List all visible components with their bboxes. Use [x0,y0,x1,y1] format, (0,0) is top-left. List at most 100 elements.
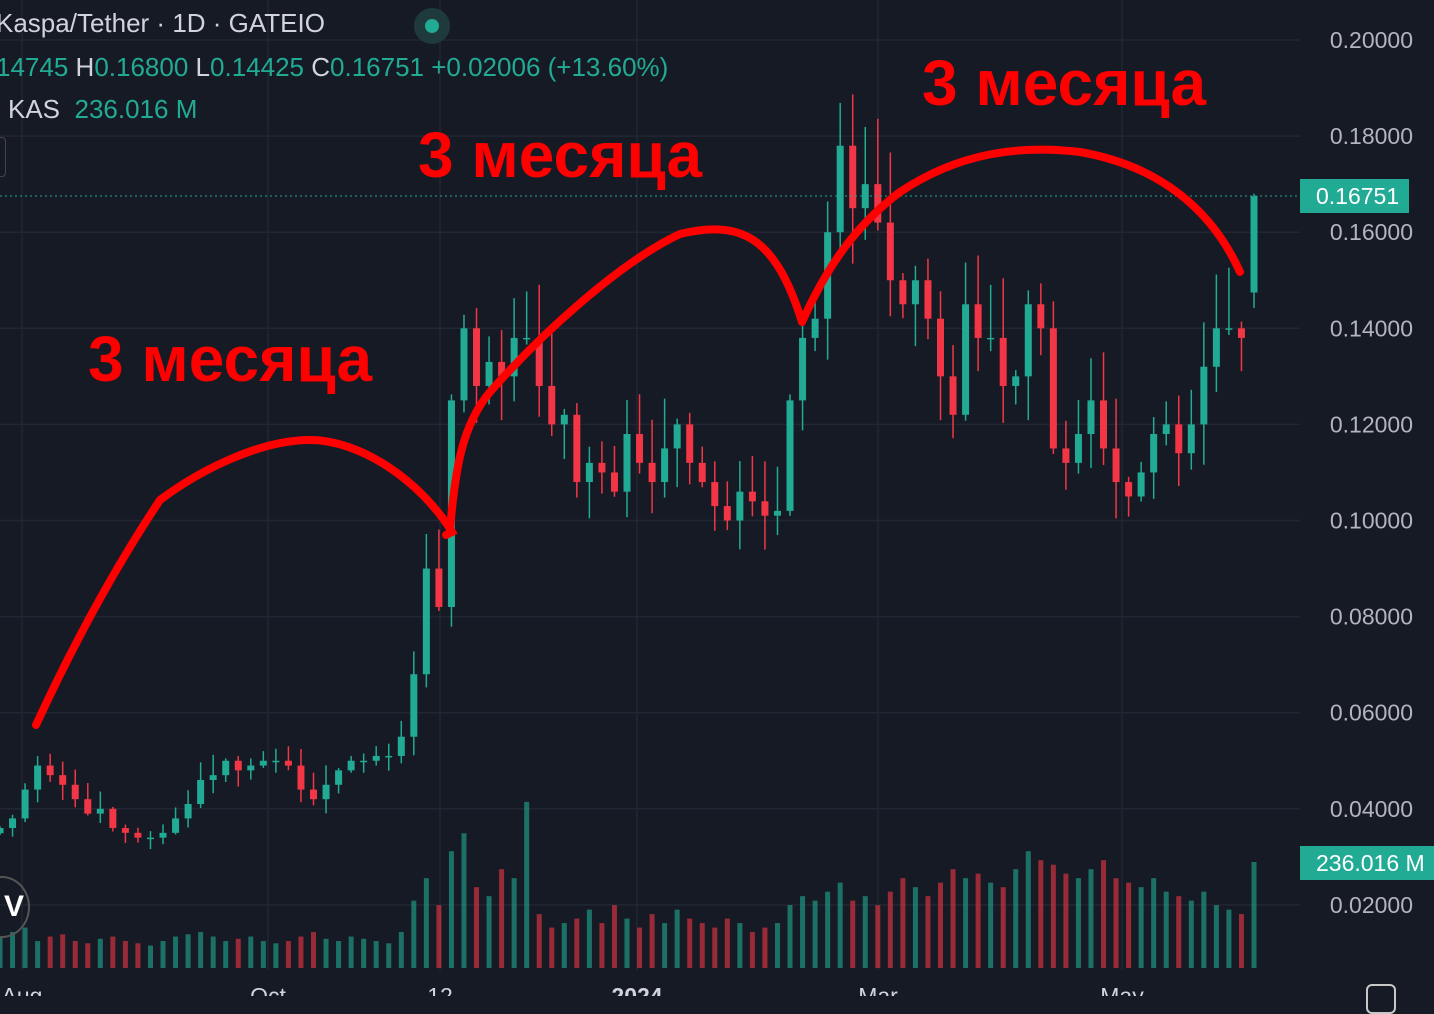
price-tick-label: 0.08000 [1330,604,1413,630]
volume-bar [110,936,116,968]
volume-bar [524,801,530,968]
candles [0,94,1258,850]
candle-body [1087,400,1095,435]
candle-body [1175,424,1183,454]
annotation-curve-2 [446,225,806,534]
candle-body [172,818,180,833]
candle-body [648,462,656,483]
candle-body [761,501,769,516]
volume-bar [1163,891,1169,968]
candle-body [272,760,280,763]
candle-body [836,145,844,233]
volume-bar [687,918,693,968]
volume-bar [724,918,730,968]
volume-bar [1226,909,1232,968]
volume-bar [938,882,943,968]
candle-body [0,828,4,834]
candle-body [698,462,706,483]
candle-body [962,304,970,415]
candle-body [397,736,405,756]
candle-body [661,448,669,483]
candle-body [247,765,255,771]
annotation-label-1: 3 месяца [88,323,373,395]
candle-body [1125,482,1133,497]
candle-body [886,222,894,281]
candle-body [473,328,481,386]
candle-body [510,337,518,377]
volume-bar [72,941,78,968]
volume-bar [198,932,204,968]
candle-body [360,760,368,763]
volume-bar [1138,887,1144,968]
volume-bar [260,941,266,968]
volume-bar [862,896,868,968]
volume-bar [611,905,617,968]
volume-bar [122,941,128,968]
chart-title: Kaspa/Tether · 1D · GATEIO [0,8,325,38]
volume-bar [47,936,53,968]
volume-bar [586,909,592,968]
volume-bar [135,943,141,968]
candle-body [999,337,1007,386]
price-tick-label: 0.02000 [1330,892,1413,918]
candle-body [284,760,292,766]
candle-body [686,424,694,463]
volume-bar [825,891,831,968]
legend-toggle-button[interactable] [0,137,6,177]
candle-body [322,784,330,800]
volume-bar [1151,878,1157,968]
market-status-icon[interactable] [414,8,450,44]
volume-bar [448,851,454,968]
volume-bar [1000,887,1006,968]
candle-body [222,760,230,776]
volume-bar [1126,882,1132,968]
volume-bar [311,932,316,968]
candle-body [748,491,756,502]
time-tick-label: Aug [2,983,43,996]
volume-bar [975,873,981,968]
candle-body [1037,304,1045,329]
volume-bar [511,878,517,968]
candle-body [46,765,54,776]
volume-bar [248,936,254,968]
candle-body [623,434,631,492]
price-tick-label: 0.18000 [1330,123,1413,149]
grid [0,0,1300,970]
price-tick-label: 0.10000 [1330,508,1413,534]
auto-scale-icon[interactable] [1366,984,1396,1014]
candle-body [535,337,543,386]
volume-bar [474,887,480,968]
price-axis[interactable]: 0.20000 0.18000 0.16000 0.14000 0.12000 0.100… [1330,27,1413,918]
last-price-tag: 0.16751 [1300,179,1410,213]
candle-body [610,472,618,492]
candle-body [673,424,681,449]
candle-body [9,818,17,829]
volume-bar [662,923,668,968]
annotation-curve-1 [32,435,458,729]
volume-bar [624,918,630,968]
volume-bar [398,932,404,968]
candle-body [736,491,744,521]
candle-body [949,376,957,415]
annotation-label-3: 3 месяца [922,47,1207,119]
candle-body [849,145,857,209]
volume-bar [1113,878,1119,968]
price-tick-label: 0.06000 [1330,700,1413,726]
candle-body [924,280,932,319]
candle-body [598,462,606,473]
candle-body [385,755,393,758]
candle-body [1062,448,1070,463]
volume-bar [1075,878,1081,968]
volume-bar [273,943,279,968]
candle-body [937,318,944,377]
volume-bar [963,878,969,968]
candle-body [209,775,217,780]
volume-bar [712,927,718,968]
time-axis[interactable]: Aug Oct 12 2024 Mar May [2,983,1145,996]
annotation-curve-3 [798,145,1244,326]
volume-bar [348,936,354,968]
volume-bar [1176,896,1182,968]
volume-bar [574,918,580,968]
candle-body [1100,400,1108,449]
